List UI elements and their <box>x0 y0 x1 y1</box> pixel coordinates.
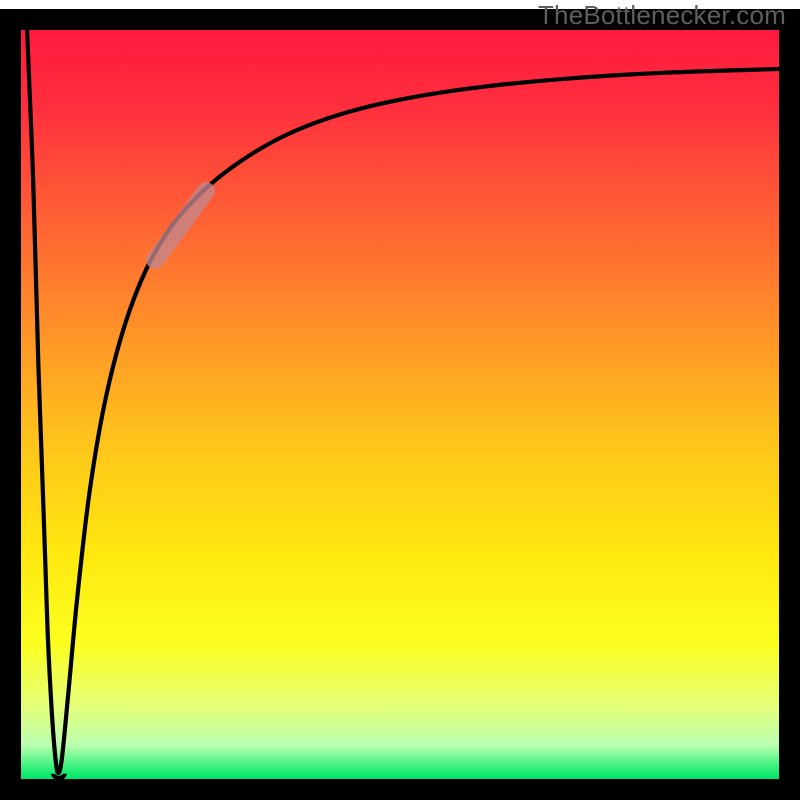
watermark-label: TheBottlenecker.com <box>538 0 786 31</box>
bottleneck-chart <box>0 0 800 800</box>
chart-background <box>21 30 779 779</box>
chart-container: TheBottlenecker.com <box>0 0 800 800</box>
